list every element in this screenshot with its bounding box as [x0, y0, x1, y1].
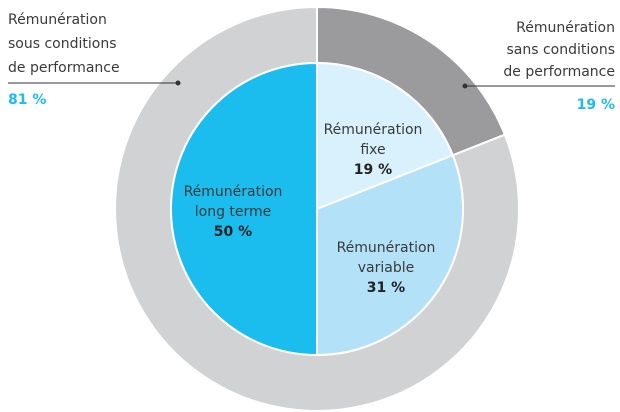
slice-label: de performance	[503, 64, 615, 80]
value-label: 19 %	[354, 162, 392, 178]
slice-label: sous conditions	[8, 36, 117, 52]
pie-slice	[170, 61, 318, 357]
leader-dot	[175, 80, 181, 86]
leader-dot	[462, 83, 468, 89]
slice-label: Rémunération	[516, 20, 615, 36]
slice-label: sans conditions	[506, 42, 615, 58]
slice-label: de performance	[8, 60, 120, 76]
value-label: 50 %	[214, 224, 252, 240]
value-label: 31 %	[367, 280, 405, 296]
slice-label: fixe	[360, 142, 385, 158]
slice-label: Rémunération	[324, 122, 423, 138]
value-label: 81 %	[8, 92, 46, 108]
slice-label: Rémunération	[8, 12, 107, 28]
pie-slice	[316, 61, 455, 211]
slice-label: Rémunération	[184, 184, 283, 200]
slice-label: long terme	[195, 204, 272, 220]
pie-slice	[316, 153, 464, 357]
slice-label: Rémunération	[337, 240, 436, 256]
slice-label: variable	[358, 260, 414, 276]
value-label: 19 %	[577, 97, 615, 113]
